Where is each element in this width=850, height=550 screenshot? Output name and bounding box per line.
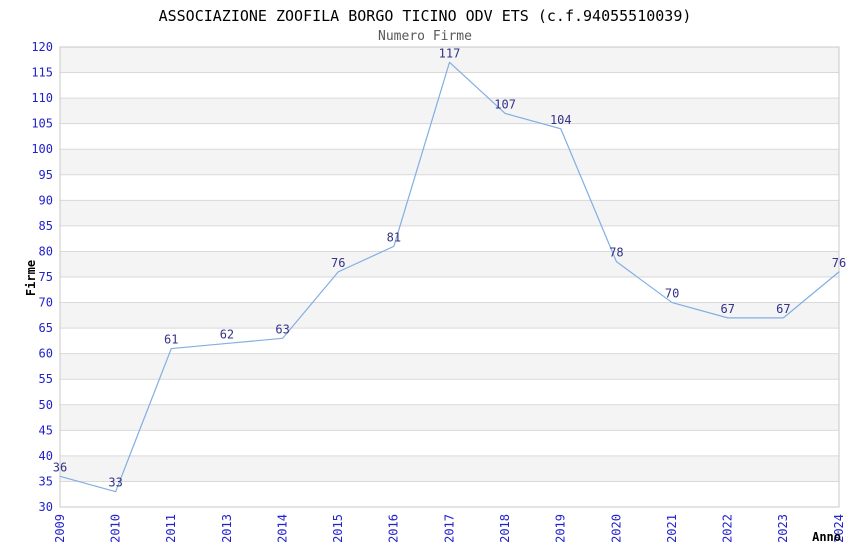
x-tick-label: 2013 <box>220 514 234 543</box>
y-tick-label: 55 <box>39 372 53 386</box>
y-tick-label: 80 <box>39 244 53 258</box>
plot-band <box>60 251 839 277</box>
plot-band <box>60 302 839 329</box>
x-tick-label: 2009 <box>53 514 67 543</box>
plot-band <box>60 98 839 124</box>
data-point-label: 81 <box>387 230 401 244</box>
plot-border <box>59 46 840 508</box>
data-point-label: 33 <box>108 476 122 490</box>
x-tick-label: 2017 <box>442 514 456 543</box>
data-point-label: 76 <box>832 256 846 270</box>
x-tick-label: 2016 <box>387 514 401 543</box>
y-tick-label: 65 <box>39 321 53 335</box>
plot-band <box>60 430 839 456</box>
plot-band <box>60 149 839 175</box>
data-point-label: 78 <box>609 246 623 260</box>
data-point-label: 107 <box>494 97 516 111</box>
x-tick-label: 2022 <box>721 514 735 543</box>
x-axis-title: Anno <box>812 530 841 544</box>
y-tick-label: 75 <box>39 270 53 284</box>
x-tick-label: 2010 <box>108 514 122 543</box>
series-line <box>59 61 840 493</box>
x-tick-label: 2023 <box>776 514 790 543</box>
x-tick-label: 2024 <box>832 514 846 543</box>
plot-area: 36 33 61 62 63 76 81 117 107 104 78 70 67 67 76 30 35 40 4… <box>31 40 846 543</box>
data-point-label: 62 <box>220 327 234 341</box>
y-tick-label: 120 <box>31 40 53 54</box>
y-tick-label: 60 <box>39 347 53 361</box>
plot-band <box>60 200 839 226</box>
x-tick-label: 2011 <box>164 514 178 543</box>
y-tick-label: 70 <box>39 296 53 310</box>
y-tick-label: 45 <box>39 423 53 437</box>
x-tick-label: 2015 <box>331 514 345 543</box>
data-point-label: 61 <box>164 333 178 347</box>
chart-title: ASSOCIAZIONE ZOOFILA BORGO TICINO ODV ET… <box>159 7 692 25</box>
plot-band <box>60 225 839 252</box>
data-point-label: 70 <box>665 287 679 301</box>
y-tick-label: 35 <box>39 474 53 488</box>
y-tick-label: 40 <box>39 449 53 463</box>
x-tick-label: 2020 <box>609 514 623 543</box>
data-point-label: 36 <box>53 460 67 474</box>
y-tick-label: 105 <box>31 117 53 131</box>
data-point-label: 67 <box>776 302 790 316</box>
plot-band <box>60 379 839 405</box>
x-tick-label: 2018 <box>498 514 512 543</box>
data-point-label: 76 <box>331 256 345 270</box>
data-point-label: 67 <box>720 302 734 316</box>
data-point-label: 117 <box>439 46 461 60</box>
y-tick-label: 115 <box>31 66 53 80</box>
plot-band <box>60 404 839 431</box>
x-tick-label: 2019 <box>554 514 568 543</box>
plot-band <box>60 328 839 354</box>
plot-band <box>60 455 839 482</box>
x-tick-label: 2014 <box>275 514 289 543</box>
y-tick-label: 95 <box>39 168 53 182</box>
plot-band <box>60 174 839 201</box>
data-point-label: 63 <box>275 322 289 336</box>
plot-band <box>60 47 839 73</box>
plot-band <box>60 123 839 150</box>
x-tick-label: 2021 <box>665 514 679 543</box>
y-axis-title: Firme <box>24 260 38 296</box>
y-tick-label: 100 <box>31 142 53 156</box>
plot-band <box>60 277 839 303</box>
chart-subtitle: Numero Firme <box>378 29 472 44</box>
y-tick-label: 50 <box>39 398 53 412</box>
y-tick-label: 110 <box>31 91 53 105</box>
y-tick-label: 30 <box>39 500 53 514</box>
plot-band <box>60 481 839 507</box>
y-tick-label: 85 <box>39 219 53 233</box>
plot-band <box>60 72 839 99</box>
plot-band <box>60 353 839 380</box>
y-tick-label: 90 <box>39 193 53 207</box>
data-point-label: 104 <box>550 113 572 127</box>
